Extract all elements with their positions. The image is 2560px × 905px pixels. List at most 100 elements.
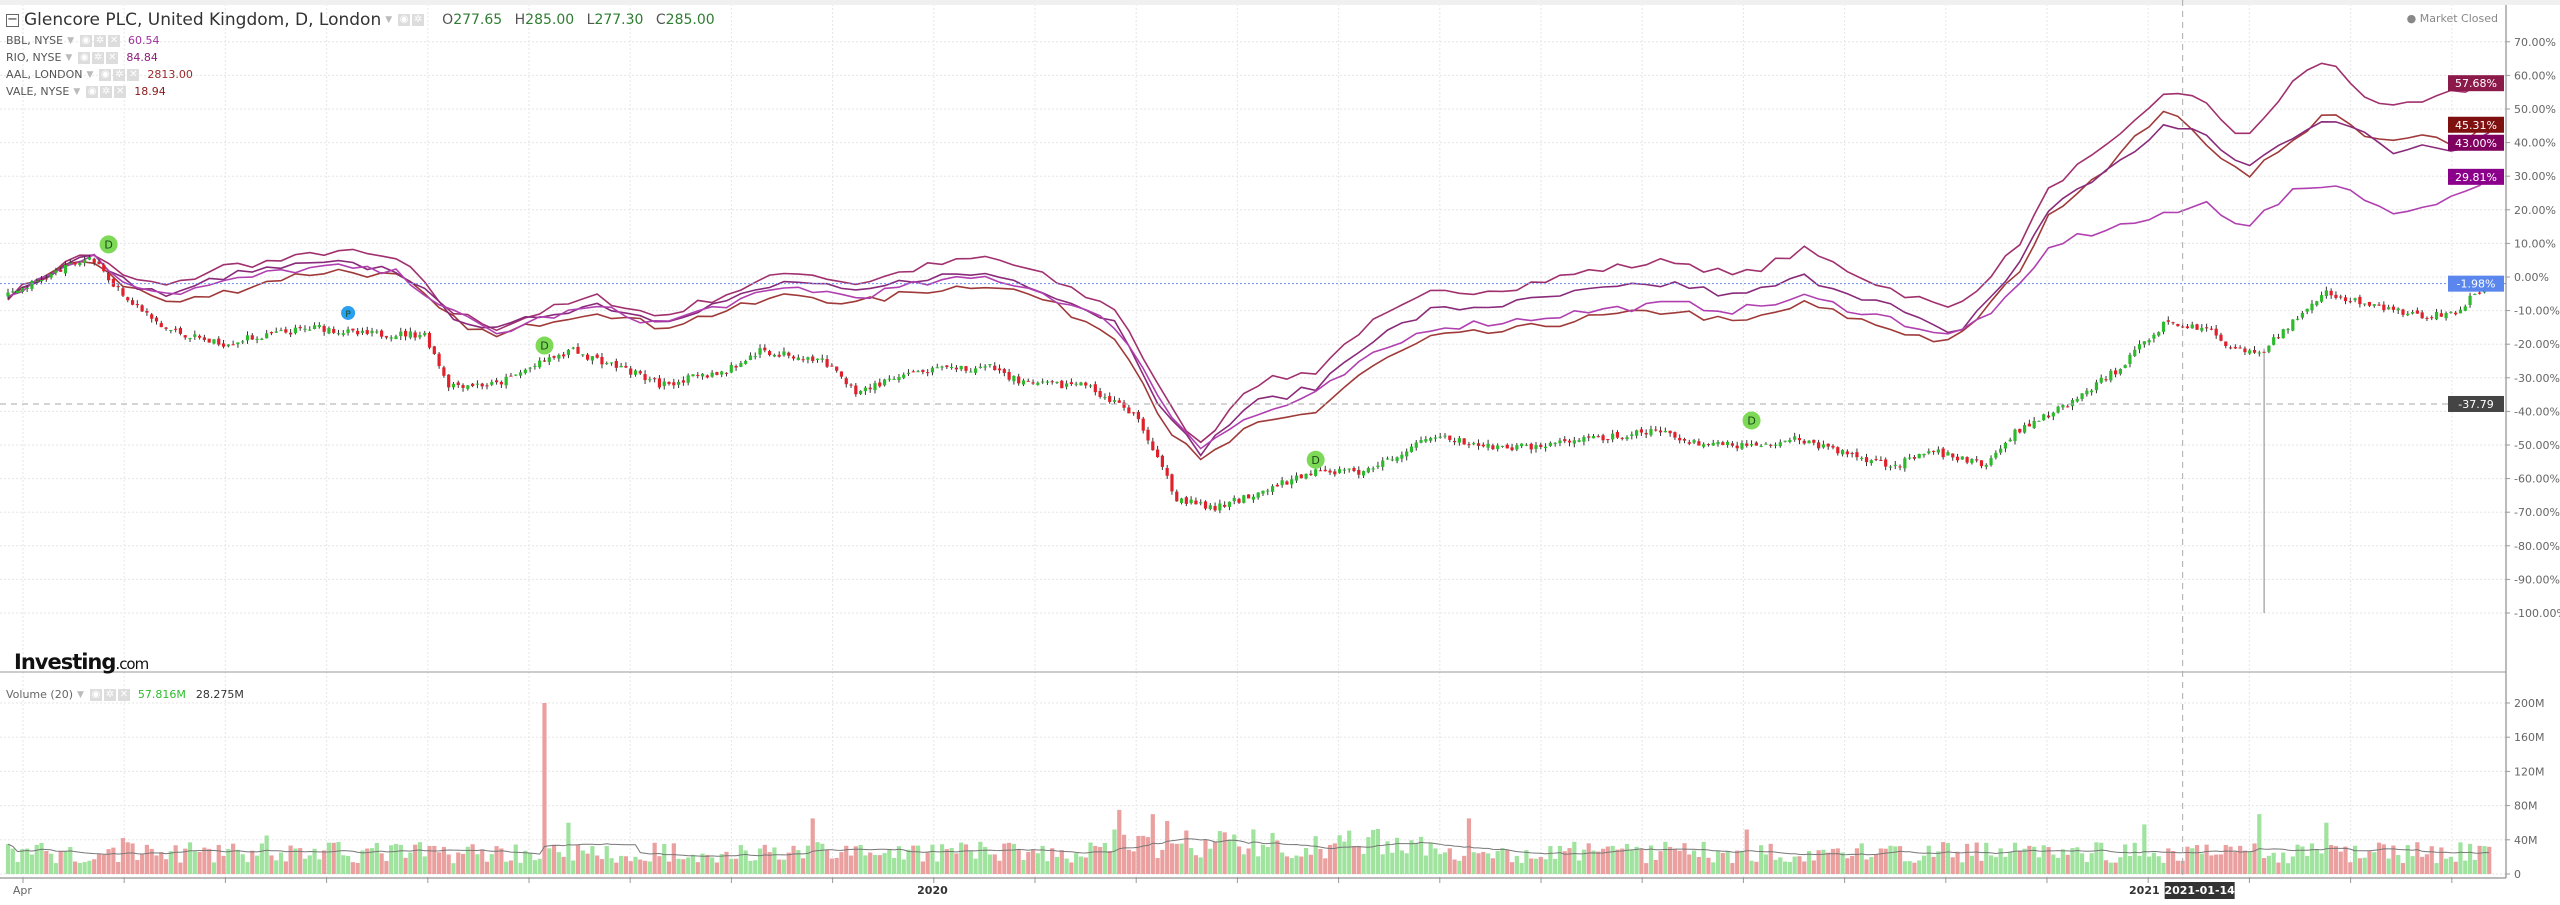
volume-bar bbox=[1021, 860, 1026, 874]
volume-bar bbox=[1299, 856, 1304, 874]
candle-body bbox=[2109, 370, 2113, 381]
volume-bar bbox=[1169, 843, 1175, 874]
candle-body bbox=[1682, 439, 1687, 441]
candle-body bbox=[480, 383, 484, 387]
gear-icon[interactable]: ✲ bbox=[100, 85, 113, 98]
volume-bar bbox=[2295, 844, 2300, 874]
close-icon[interactable]: ✕ bbox=[106, 51, 119, 64]
candle-body bbox=[1500, 445, 1505, 447]
eye-icon[interactable]: ◉ bbox=[86, 85, 99, 98]
volume-bar bbox=[369, 848, 375, 874]
chevron-down-icon[interactable]: ▼ bbox=[77, 689, 84, 700]
candle-body bbox=[1615, 432, 1620, 438]
close-icon[interactable]: ✕ bbox=[127, 68, 140, 81]
gear-icon[interactable]: ✲ bbox=[113, 68, 126, 81]
volume-bar bbox=[355, 862, 360, 874]
comparison-label[interactable]: RIO, NYSE bbox=[6, 51, 62, 64]
volume-bar bbox=[652, 842, 657, 874]
candle-body bbox=[92, 258, 96, 263]
chevron-down-icon[interactable]: ▼ bbox=[73, 86, 81, 97]
candle-body bbox=[1524, 444, 1529, 446]
eye-icon[interactable]: ◉ bbox=[78, 51, 91, 64]
volume-ma-value: 28.275M bbox=[195, 688, 244, 701]
dividend-marker-label: D bbox=[104, 238, 112, 251]
split-marker[interactable]: P bbox=[341, 305, 356, 320]
chevron-down-icon[interactable]: ▼ bbox=[385, 15, 393, 25]
close-icon[interactable]: ✕ bbox=[117, 688, 130, 701]
volume-bar bbox=[1735, 850, 1740, 874]
volume-bar bbox=[1749, 860, 1754, 874]
volume-bar bbox=[1126, 849, 1131, 874]
chevron-down-icon[interactable]: ▼ bbox=[86, 69, 94, 80]
gear-icon[interactable]: ✲ bbox=[412, 14, 425, 26]
volume-bar bbox=[130, 843, 135, 874]
volume-bar bbox=[336, 841, 341, 874]
volume-bar bbox=[2439, 847, 2444, 874]
volume-bar bbox=[1897, 846, 1903, 874]
eye-icon[interactable]: ◉ bbox=[99, 68, 112, 81]
comparison-label[interactable]: BBL, NYSE bbox=[6, 34, 64, 47]
gear-icon[interactable]: ✲ bbox=[94, 34, 107, 47]
volume-bar bbox=[2242, 850, 2248, 874]
collapse-icon[interactable]: − bbox=[6, 11, 19, 27]
candle-body bbox=[360, 330, 365, 333]
comparison-line bbox=[7, 120, 2490, 457]
dividend-marker[interactable]: D bbox=[1306, 450, 1325, 469]
chevron-down-icon[interactable]: ▼ bbox=[65, 52, 73, 63]
candle-body bbox=[911, 371, 915, 373]
comparison-label[interactable]: VALE, NYSE bbox=[6, 85, 70, 98]
candle-body bbox=[935, 367, 939, 369]
comparison-value: 60.54 bbox=[128, 34, 160, 47]
eye-icon[interactable]: ◉ bbox=[80, 34, 93, 47]
candle-body bbox=[1630, 434, 1634, 436]
close-icon[interactable]: ✕ bbox=[108, 34, 121, 47]
volume-bar bbox=[1682, 843, 1687, 874]
candle-body bbox=[571, 347, 575, 349]
price-axis[interactable]: 70.00% 60.00% 50.00% 40.00% 30.00% 20.00% 10.0… bbox=[13, 36, 2560, 899]
candle-body bbox=[1452, 440, 1457, 443]
volume-bar bbox=[738, 845, 743, 874]
volume-bar bbox=[2410, 856, 2415, 874]
candle-body bbox=[1649, 429, 1653, 436]
volume-bar bbox=[1222, 832, 1227, 874]
dividend-marker[interactable]: D bbox=[535, 336, 554, 355]
close-icon[interactable]: ✕ bbox=[114, 85, 127, 98]
candle-body bbox=[97, 261, 101, 264]
chevron-down-icon[interactable]: ▼ bbox=[67, 35, 75, 46]
comparison-label[interactable]: AAL, LONDON bbox=[6, 68, 83, 81]
candle-body bbox=[1994, 452, 1998, 458]
gear-icon[interactable]: ✲ bbox=[103, 688, 116, 701]
volume-bar bbox=[767, 852, 772, 874]
candle-body bbox=[964, 366, 968, 371]
candle-body bbox=[791, 356, 796, 359]
volume-bar bbox=[2238, 845, 2243, 874]
volume-bar bbox=[269, 855, 274, 874]
x-tick-label: Apr bbox=[13, 884, 33, 897]
candle-body bbox=[768, 351, 772, 356]
volume-bar bbox=[2353, 845, 2358, 874]
dividend-marker[interactable]: D bbox=[99, 235, 118, 254]
gear-icon[interactable]: ✲ bbox=[92, 51, 105, 64]
vol-tick-label: 80M bbox=[2514, 800, 2538, 813]
crosshair-price-value-box bbox=[2448, 395, 2504, 412]
volume-bar bbox=[2285, 863, 2291, 874]
volume-label[interactable]: Volume (20) bbox=[6, 688, 73, 701]
candle-body bbox=[59, 269, 63, 272]
eye-icon[interactable]: ◉ bbox=[398, 14, 411, 26]
eye-icon[interactable]: ◉ bbox=[89, 688, 102, 701]
dividend-marker[interactable]: D bbox=[1742, 411, 1761, 430]
volume-bar bbox=[63, 851, 68, 874]
volume-bar bbox=[772, 847, 777, 874]
y-tick-label: -80.00% bbox=[2514, 540, 2560, 553]
volume-bar bbox=[1821, 849, 1826, 874]
main-series-title[interactable]: Glencore PLC, United Kingdom, D, London bbox=[24, 10, 382, 30]
volume-bar bbox=[1782, 861, 1788, 874]
candle-body bbox=[1783, 440, 1787, 442]
volume-bar bbox=[2367, 851, 2372, 874]
volume-bar bbox=[2180, 860, 2185, 874]
volume-bar bbox=[1040, 845, 1045, 874]
volume-bar bbox=[1399, 850, 1404, 874]
candle-body bbox=[959, 365, 963, 370]
candle-body bbox=[1203, 501, 1208, 509]
